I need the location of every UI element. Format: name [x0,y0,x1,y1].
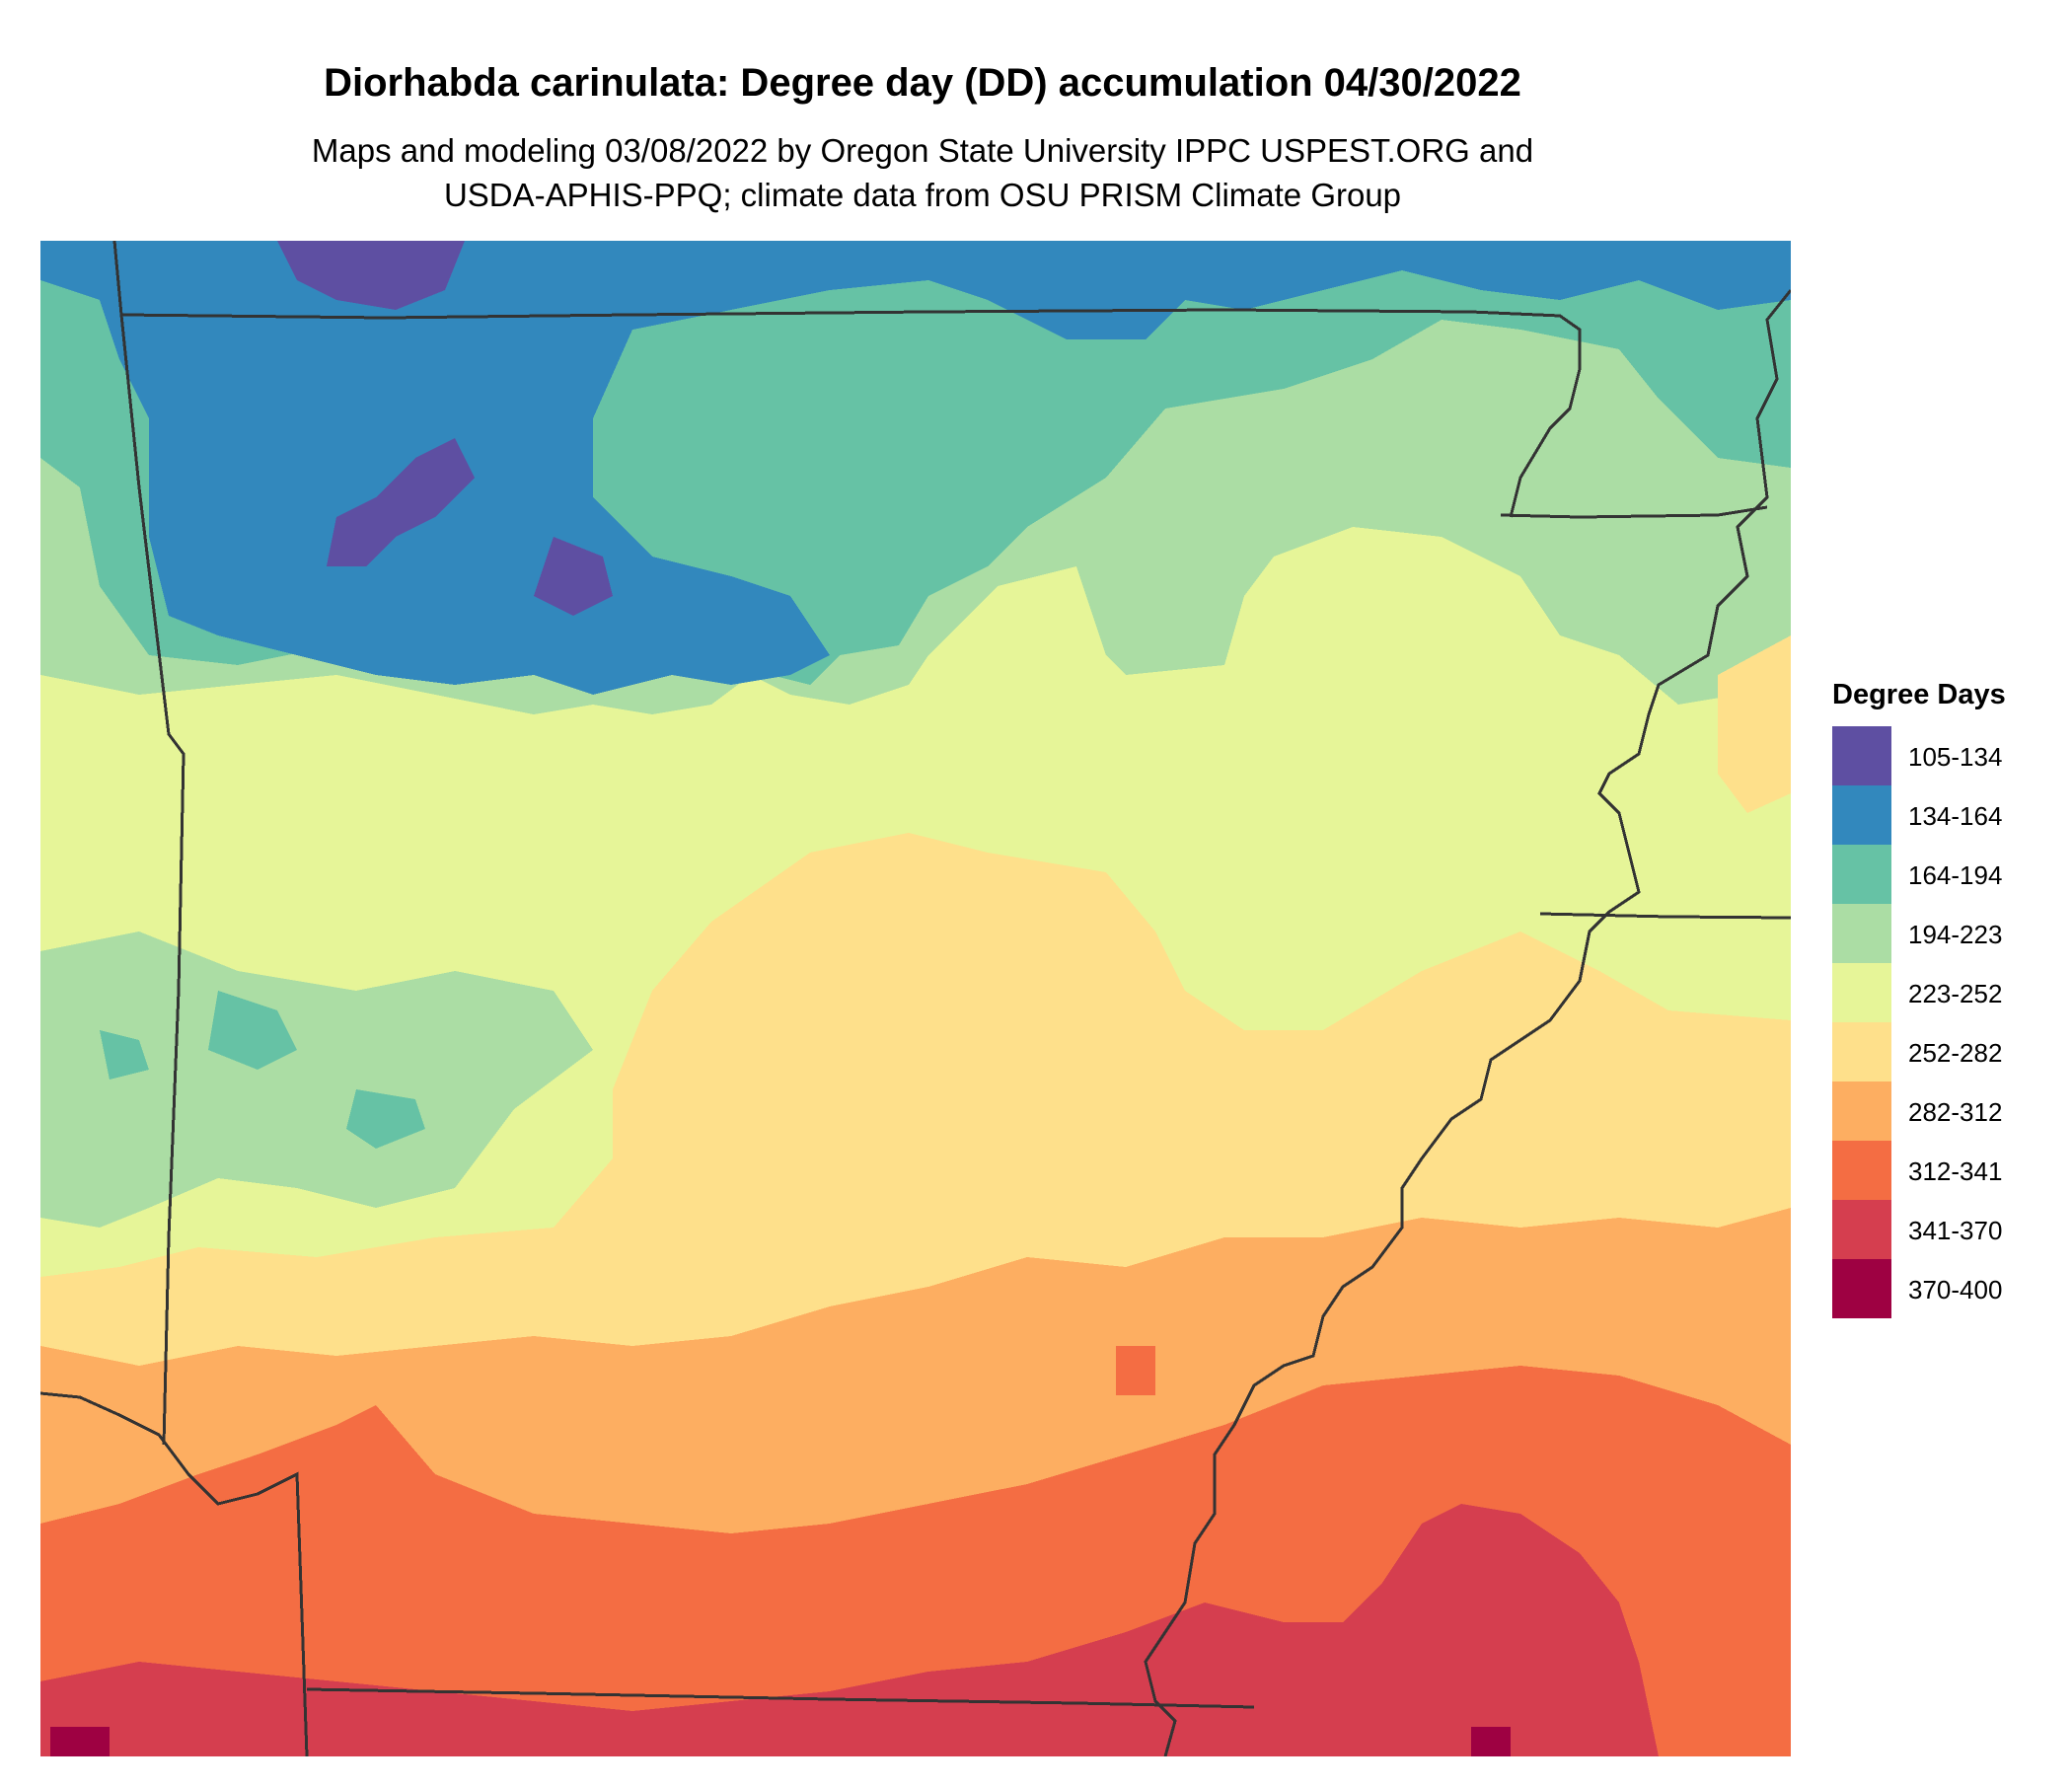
zone-312-341-spot [1116,1346,1155,1395]
legend-label: 252-282 [1908,1038,2003,1068]
legend-label: 282-312 [1908,1097,2003,1127]
legend-swatch [1832,963,1891,1022]
legend-label: 134-164 [1908,801,2003,831]
zone-341-370 [40,1504,1659,1756]
boundary-south [306,1687,1255,1709]
degree-day-map [39,240,1793,1757]
boundary-west-upper [112,240,185,1446]
legend-swatch [1832,1081,1891,1141]
zone-252-282-east [1718,635,1791,813]
legend-swatch [1832,1022,1891,1081]
legend-swatch [1832,726,1891,785]
zone-134-164 [40,241,1791,695]
legend-swatch [1832,1141,1891,1200]
legend-swatch [1832,1200,1891,1259]
zone-105-134 [277,241,613,616]
legend-title: Degree Days [1832,679,2006,710]
boundary-west-lower [39,1391,309,1757]
legend-label: 194-223 [1908,920,2003,949]
legend-label: 370-400 [1908,1275,2003,1304]
boundary-north [120,308,1582,518]
zone-164-194-west [100,991,425,1149]
boundary-tn-ms [1539,912,1792,920]
legend-label: 105-134 [1908,742,2003,772]
legend-swatch [1832,1259,1891,1318]
legend-label: 341-370 [1908,1216,2003,1245]
map-title: Diorhabda carinulata: Degree day (DD) ac… [324,61,1521,105]
legend-swatch [1832,904,1891,963]
legend-label: 312-341 [1908,1156,2003,1186]
boundary-river [1144,289,1793,1757]
map-subtitle: Maps and modeling 03/08/2022 by Oregon S… [0,128,1845,217]
boundary-missouri-tn [1500,505,1768,519]
legend-label: 164-194 [1908,860,2003,890]
legend-swatch [1832,845,1891,904]
legend-swatch [1832,785,1891,845]
subtitle-line-1: Maps and modeling 03/08/2022 by Oregon S… [311,132,1534,169]
zone-252-282 [40,833,1791,1366]
degree-day-raster [39,240,1793,1757]
legend-label: 223-252 [1908,979,2003,1008]
state-boundaries [39,240,1793,1757]
subtitle-line-2: USDA-APHIS-PPQ; climate data from OSU PR… [443,177,1402,213]
